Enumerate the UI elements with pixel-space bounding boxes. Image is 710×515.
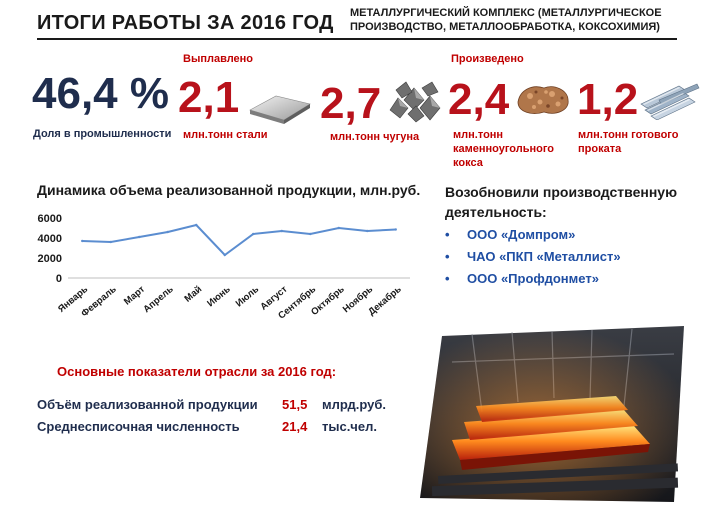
y-tick-label: 2000 <box>38 253 62 265</box>
hot-steel-photo <box>412 322 692 510</box>
x-tick-label: Июль <box>234 284 262 310</box>
indicator-unit: тыс.чел. <box>322 419 377 434</box>
chart-title: Динамика объема реализованной продукции,… <box>37 182 421 198</box>
indicators-title: Основные показатели отрасли за 2016 год: <box>57 364 337 379</box>
coke-icon <box>514 80 572 118</box>
y-tick-label: 4000 <box>38 233 62 245</box>
bullet-icon: • <box>445 227 450 242</box>
data-point <box>109 240 112 244</box>
indicator-label: Среднесписочная численность <box>37 419 240 434</box>
data-point <box>280 229 283 233</box>
steel-unit: млн.тонн стали <box>183 129 268 141</box>
rolled-unit: млн.тонн готового проката <box>578 129 679 155</box>
indicator-row: Объём реализованной продукции 51,5 млрд.ру… <box>37 397 386 412</box>
data-point <box>337 226 340 230</box>
title-divider <box>37 38 677 40</box>
list-item: • ЧАО «ПКП «Металлист» <box>445 246 621 268</box>
data-point <box>252 232 255 236</box>
data-point <box>166 230 169 234</box>
rolled-metal-icon <box>639 80 701 121</box>
produced-label: Произведено <box>451 53 524 65</box>
indicator-label: Объём реализованной продукции <box>37 397 258 412</box>
industry-share-value: 46,4 % <box>32 69 169 118</box>
smelted-label: Выплавлено <box>183 53 254 65</box>
coke-unit: млн.тонн каменноугольного кокса <box>453 129 555 169</box>
bullet-icon: • <box>445 249 450 264</box>
industry-share-label: Доля в промышленности <box>33 128 172 140</box>
indicator-value: 51,5 <box>282 397 308 412</box>
y-tick-label: 6000 <box>38 213 62 225</box>
data-point <box>138 235 141 239</box>
page-title: ИТОГИ РАБОТЫ ЗА 2016 ГОД <box>37 12 334 34</box>
indicator-value: 21,4 <box>282 419 308 434</box>
x-tick-label: Апрель <box>141 284 175 315</box>
y-tick-label: 0 <box>56 273 62 285</box>
coke-value: 2,4 <box>448 75 510 124</box>
data-point <box>81 239 84 243</box>
data-point <box>195 223 198 227</box>
pig-iron-icon <box>386 80 442 124</box>
indicator-unit: млрд.руб. <box>322 397 386 412</box>
data-point <box>394 228 397 231</box>
series-line <box>82 223 396 257</box>
page-subtitle: МЕТАЛЛУРГИЧЕСКИЙ КОМПЛЕКС (МЕТАЛЛУРГИЧЕС… <box>350 7 662 33</box>
list-item: • ООО «Профдонмет» <box>445 268 621 290</box>
pig-iron-value: 2,7 <box>320 79 382 128</box>
data-point <box>366 229 369 233</box>
resumed-title: Возобновили производственную деятельност… <box>445 184 678 220</box>
list-item: • ООО «Домпром» <box>445 224 621 246</box>
x-tick-label: Май <box>182 284 204 305</box>
steel-slab-icon <box>246 90 312 128</box>
bullet-icon: • <box>445 271 450 286</box>
indicator-row: Среднесписочная численность 21,4 тыс.чел. <box>37 419 377 434</box>
pig-iron-unit: млн.тонн чугуна <box>330 131 420 143</box>
company-list: • ООО «Домпром» • ЧАО «ПКП «Металлист» • ОО… <box>445 224 621 290</box>
steel-value: 2,1 <box>178 73 240 122</box>
rolled-value: 1,2 <box>577 75 639 124</box>
data-point <box>223 253 226 257</box>
x-tick-label: Июнь <box>205 284 233 310</box>
data-point <box>309 232 312 236</box>
